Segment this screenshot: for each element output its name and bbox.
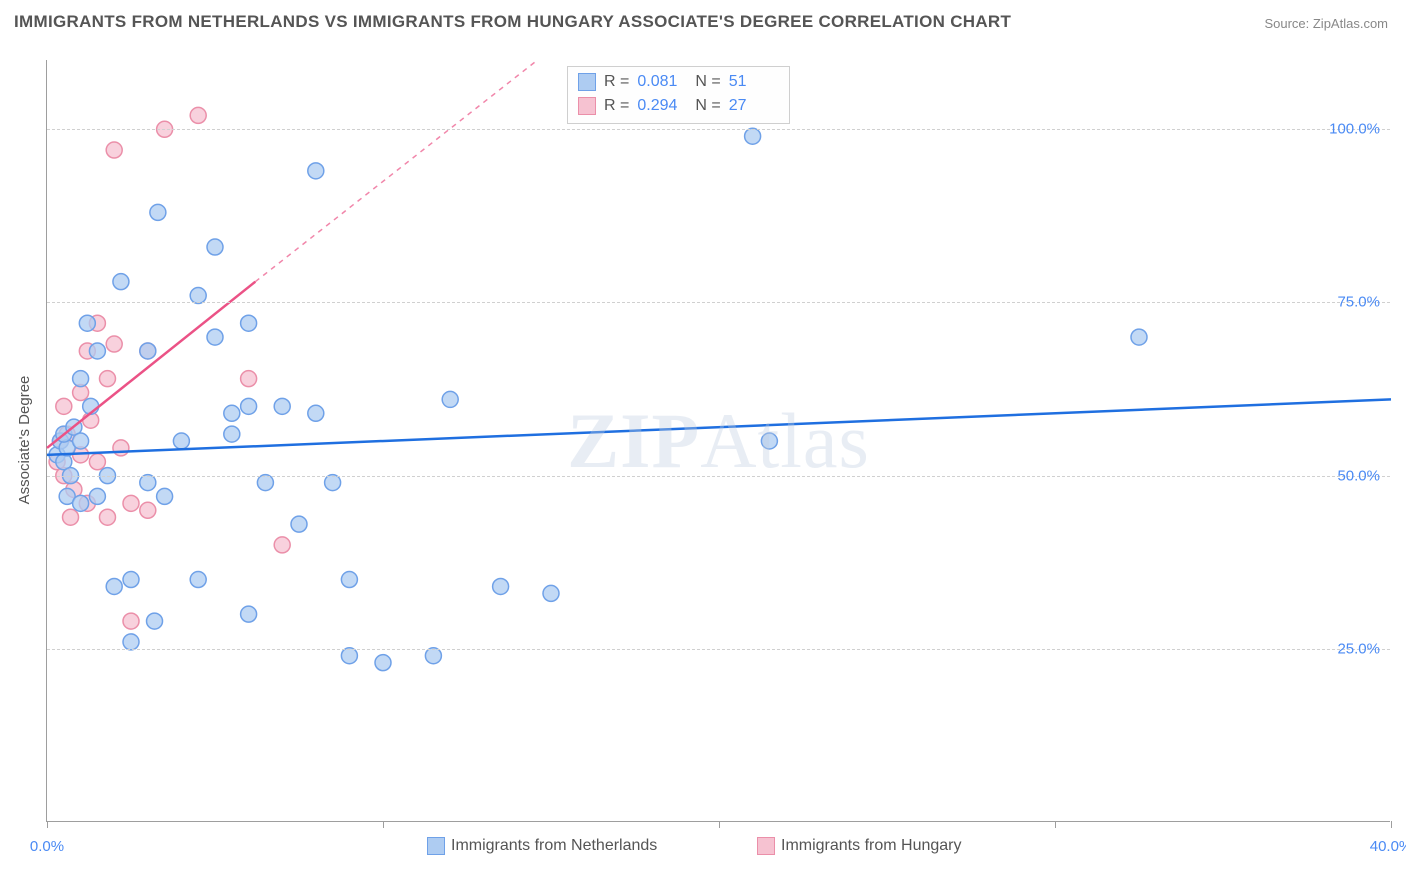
- scatter-point: [73, 433, 89, 449]
- scatter-point: [113, 440, 129, 456]
- scatter-point: [274, 398, 290, 414]
- scatter-point: [341, 572, 357, 588]
- scatter-point: [308, 163, 324, 179]
- scatter-point: [140, 502, 156, 518]
- x-tick: [719, 821, 720, 828]
- chart-svg: [47, 60, 1391, 822]
- scatter-point: [1131, 329, 1147, 345]
- legend-swatch: [427, 837, 445, 855]
- scatter-point: [99, 371, 115, 387]
- correlation-stats-box: R = 0.081 N = 51 R = 0.294 N = 27: [567, 66, 790, 124]
- stats-row-series-1: R = 0.081 N = 51: [578, 70, 779, 94]
- stats-row-series-2: R = 0.294 N = 27: [578, 94, 779, 118]
- stats-swatch-2: [578, 97, 596, 115]
- gridline-h: [47, 129, 1390, 130]
- y-axis-title: Associate's Degree: [16, 376, 33, 505]
- scatter-point: [157, 488, 173, 504]
- scatter-point: [375, 655, 391, 671]
- scatter-point: [224, 426, 240, 442]
- scatter-point: [425, 648, 441, 664]
- scatter-point: [73, 371, 89, 387]
- scatter-point: [190, 288, 206, 304]
- scatter-point: [123, 634, 139, 650]
- x-tick: [383, 821, 384, 828]
- scatter-point: [207, 329, 223, 345]
- scatter-point: [241, 315, 257, 331]
- stats-r-value-1: 0.081: [637, 70, 687, 94]
- scatter-point: [79, 315, 95, 331]
- x-tick: [47, 821, 48, 828]
- x-tick-label: 40.0%: [1370, 838, 1406, 855]
- scatter-point: [147, 613, 163, 629]
- scatter-point: [89, 343, 105, 359]
- legend-label: Immigrants from Hungary: [781, 837, 962, 855]
- scatter-point: [274, 537, 290, 553]
- gridline-h: [47, 302, 1390, 303]
- legend-item: Immigrants from Netherlands: [427, 837, 657, 855]
- stats-r-value-2: 0.294: [637, 94, 687, 118]
- scatter-point: [106, 142, 122, 158]
- chart-plot-area: ZIPAtlas R = 0.081 N = 51 R = 0.294 N = …: [46, 60, 1390, 822]
- gridline-h: [47, 476, 1390, 477]
- scatter-point: [257, 475, 273, 491]
- scatter-point: [190, 107, 206, 123]
- scatter-point: [745, 128, 761, 144]
- scatter-point: [150, 204, 166, 220]
- trend-line-extrapolated: [255, 60, 537, 282]
- y-tick-label: 50.0%: [1337, 467, 1380, 484]
- source-label: Source: ZipAtlas.com: [1264, 16, 1388, 31]
- scatter-point: [106, 336, 122, 352]
- scatter-point: [207, 239, 223, 255]
- scatter-point: [308, 405, 324, 421]
- legend-item: Immigrants from Hungary: [757, 837, 962, 855]
- scatter-point: [241, 606, 257, 622]
- legend-swatch: [757, 837, 775, 855]
- x-tick-label: 0.0%: [30, 838, 64, 855]
- scatter-point: [173, 433, 189, 449]
- legend-label: Immigrants from Netherlands: [451, 837, 657, 855]
- stats-n-value-2: 27: [729, 94, 779, 118]
- scatter-point: [241, 371, 257, 387]
- stats-r-label: R =: [604, 94, 629, 118]
- scatter-point: [106, 578, 122, 594]
- scatter-point: [140, 343, 156, 359]
- scatter-point: [113, 274, 129, 290]
- scatter-point: [56, 398, 72, 414]
- y-tick-label: 75.0%: [1337, 294, 1380, 311]
- stats-r-label: R =: [604, 70, 629, 94]
- gridline-h: [47, 649, 1390, 650]
- scatter-point: [241, 398, 257, 414]
- scatter-point: [325, 475, 341, 491]
- chart-title: IMMIGRANTS FROM NETHERLANDS VS IMMIGRANT…: [14, 12, 1011, 32]
- scatter-point: [442, 391, 458, 407]
- scatter-point: [224, 405, 240, 421]
- scatter-point: [89, 454, 105, 470]
- stats-n-label: N =: [695, 94, 720, 118]
- scatter-point: [493, 578, 509, 594]
- scatter-point: [341, 648, 357, 664]
- scatter-point: [123, 495, 139, 511]
- y-tick-label: 25.0%: [1337, 640, 1380, 657]
- trend-line: [47, 282, 255, 448]
- stats-n-value-1: 51: [729, 70, 779, 94]
- x-tick: [1055, 821, 1056, 828]
- scatter-point: [123, 613, 139, 629]
- stats-n-label: N =: [695, 70, 720, 94]
- y-tick-label: 100.0%: [1329, 121, 1380, 138]
- scatter-point: [123, 572, 139, 588]
- scatter-point: [63, 509, 79, 525]
- scatter-point: [543, 585, 559, 601]
- scatter-point: [99, 509, 115, 525]
- scatter-point: [89, 488, 105, 504]
- scatter-point: [761, 433, 777, 449]
- x-tick: [1391, 821, 1392, 828]
- scatter-point: [73, 495, 89, 511]
- scatter-point: [140, 475, 156, 491]
- stats-swatch-1: [578, 73, 596, 91]
- scatter-point: [190, 572, 206, 588]
- scatter-point: [291, 516, 307, 532]
